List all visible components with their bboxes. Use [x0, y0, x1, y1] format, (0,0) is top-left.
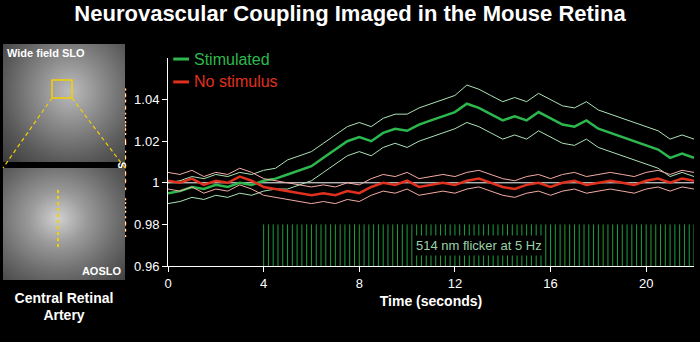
svg-text:0.98: 0.98 [134, 217, 159, 232]
svg-text:Time (seconds): Time (seconds) [380, 293, 482, 309]
svg-text:1.04: 1.04 [134, 92, 159, 107]
svg-text:8: 8 [356, 276, 363, 291]
svg-text:0.96: 0.96 [134, 259, 159, 274]
svg-text:12: 12 [448, 276, 462, 291]
svg-text:1.02: 1.02 [134, 134, 159, 149]
svg-text:1: 1 [152, 175, 159, 190]
svg-text:Neurovascular Coupling Imaged: Neurovascular Coupling Imaged in the Mou… [74, 1, 626, 26]
svg-text:20: 20 [639, 276, 653, 291]
svg-text:No stimulus: No stimulus [194, 73, 278, 90]
html-text:AOSLO: AOSLO [81, 265, 121, 277]
svg-text:0: 0 [164, 276, 171, 291]
svg-text:Stimulated: Stimulated [194, 51, 270, 68]
svg-text:514 nm flicker at 5 Hz: 514 nm flicker at 5 Hz [416, 238, 542, 253]
svg-text:16: 16 [543, 276, 557, 291]
html-text:Wide field SLO: Wide field SLO [7, 47, 85, 59]
html-text:Central Retinal Artery: Central Retinal Artery [14, 290, 114, 323]
svg-text:4: 4 [260, 276, 267, 291]
